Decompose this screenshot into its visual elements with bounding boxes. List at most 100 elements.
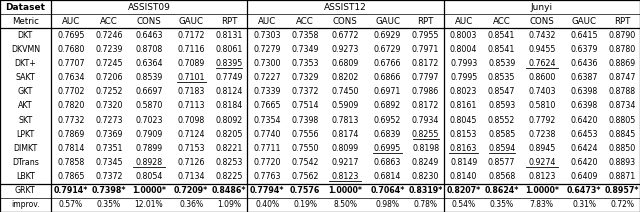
Text: 0.7246: 0.7246 [95,31,122,40]
Text: 8.50%: 8.50% [333,200,357,209]
Text: 0.6364: 0.6364 [135,59,163,68]
Text: 0.7126: 0.7126 [177,158,205,167]
Text: CONS: CONS [136,17,161,26]
Text: 0.7369: 0.7369 [95,130,122,139]
Text: 0.7353: 0.7353 [291,59,319,68]
Text: 0.8045: 0.8045 [450,116,477,125]
Text: 0.7303: 0.7303 [253,31,281,40]
Text: 0.6814: 0.6814 [374,172,401,181]
Text: Junyi: Junyi [531,3,553,12]
Text: 0.9274: 0.9274 [528,158,556,167]
Text: ACC: ACC [296,17,314,26]
Text: 0.8547: 0.8547 [488,87,515,96]
Text: 0.7909: 0.7909 [135,130,163,139]
Text: 0.8161: 0.8161 [450,102,477,110]
Text: 0.7227: 0.7227 [253,73,281,82]
Text: 0.7869: 0.7869 [57,130,84,139]
Text: 0.7514: 0.7514 [291,102,319,110]
Text: GAUC: GAUC [572,17,596,26]
Text: 0.8541: 0.8541 [488,45,515,54]
Text: 0.5909: 0.5909 [332,102,359,110]
Text: AUC: AUC [61,17,80,26]
Text: 0.31%: 0.31% [572,200,596,209]
Text: DKT+: DKT+ [15,59,36,68]
Text: 0.7702: 0.7702 [57,87,84,96]
Text: 1.09%: 1.09% [217,200,241,209]
Text: 0.7934: 0.7934 [412,116,439,125]
Text: AUC: AUC [454,17,473,26]
Text: 0.7358: 0.7358 [292,31,319,40]
Text: 0.7372: 0.7372 [95,172,122,181]
Text: 0.8585: 0.8585 [488,130,515,139]
Text: 0.8184: 0.8184 [216,102,243,110]
Text: 0.6766: 0.6766 [374,59,401,68]
Text: GAUC: GAUC [179,17,204,26]
Text: 0.7749: 0.7749 [216,73,243,82]
Text: 0.6398: 0.6398 [570,87,598,96]
Text: improv.: improv. [11,200,40,209]
Text: 0.7113: 0.7113 [177,102,205,110]
Text: 0.35%: 0.35% [490,200,514,209]
Text: 0.7339: 0.7339 [253,87,281,96]
Text: 0.7372: 0.7372 [291,87,319,96]
Text: 0.8023: 0.8023 [450,87,477,96]
Text: 0.8845: 0.8845 [609,130,636,139]
Text: 0.7398: 0.7398 [292,116,319,125]
Text: 0.7064*: 0.7064* [371,186,404,195]
Text: 0.7239: 0.7239 [95,45,122,54]
Text: 0.7172: 0.7172 [177,31,205,40]
Text: 0.8486*: 0.8486* [212,186,246,195]
Text: 0.7732: 0.7732 [57,116,84,125]
Text: 0.7351: 0.7351 [95,144,122,153]
Text: ACC: ACC [493,17,511,26]
Text: 0.8957*: 0.8957* [605,186,639,195]
Text: 0.8850: 0.8850 [609,144,636,153]
Text: ASSIST12: ASSIST12 [324,3,367,12]
Text: 0.7403: 0.7403 [528,87,556,96]
Text: CONS: CONS [529,17,554,26]
Text: 0.36%: 0.36% [179,200,204,209]
Text: 0.8788: 0.8788 [609,87,636,96]
Text: 0.8708: 0.8708 [135,45,163,54]
Text: 0.8249: 0.8249 [412,158,439,167]
Text: 0.7720: 0.7720 [253,158,281,167]
Text: SAKT: SAKT [15,73,35,82]
Text: GRKT: GRKT [15,186,36,195]
Text: 0.7542: 0.7542 [291,158,319,167]
Text: 0.7252: 0.7252 [95,87,122,96]
Text: 0.7858: 0.7858 [57,158,84,167]
Text: 0.6866: 0.6866 [374,73,401,82]
Text: 0.8790: 0.8790 [609,31,636,40]
Text: 0.7971: 0.7971 [412,45,439,54]
Text: 0.8092: 0.8092 [216,116,243,125]
Text: 0.8172: 0.8172 [412,102,439,110]
Text: 0.6415: 0.6415 [570,31,598,40]
Text: 0.8174: 0.8174 [332,130,359,139]
Text: 0.7899: 0.7899 [135,144,163,153]
Text: 0.6463: 0.6463 [135,31,163,40]
Text: 0.6697: 0.6697 [135,87,163,96]
Text: 0.5870: 0.5870 [135,102,163,110]
Text: 0.7792: 0.7792 [528,116,556,125]
Text: 0.6424: 0.6424 [570,144,598,153]
Text: 0.7680: 0.7680 [57,45,84,54]
Text: 0.6863: 0.6863 [374,158,401,167]
Text: 0.7914*: 0.7914* [54,186,88,195]
Text: 0.7023: 0.7023 [135,116,163,125]
Text: 0.6387: 0.6387 [570,73,598,82]
Text: 0.7820: 0.7820 [57,102,84,110]
Text: 0.8871: 0.8871 [609,172,636,181]
Text: 0.7098: 0.7098 [177,116,205,125]
Text: 0.7865: 0.7865 [57,172,84,181]
Text: 0.8568: 0.8568 [488,172,515,181]
Text: LPKT: LPKT [16,130,35,139]
Text: 12.01%: 12.01% [134,200,163,209]
Text: ASSIST09: ASSIST09 [127,3,170,12]
Text: 0.8593: 0.8593 [488,102,515,110]
Text: 0.8577: 0.8577 [488,158,515,167]
Text: 0.7329: 0.7329 [292,73,319,82]
Text: 0.7101: 0.7101 [177,73,205,82]
Text: RPT: RPT [417,17,434,26]
Text: 0.8163: 0.8163 [450,144,477,153]
Text: 0.8780: 0.8780 [609,45,636,54]
